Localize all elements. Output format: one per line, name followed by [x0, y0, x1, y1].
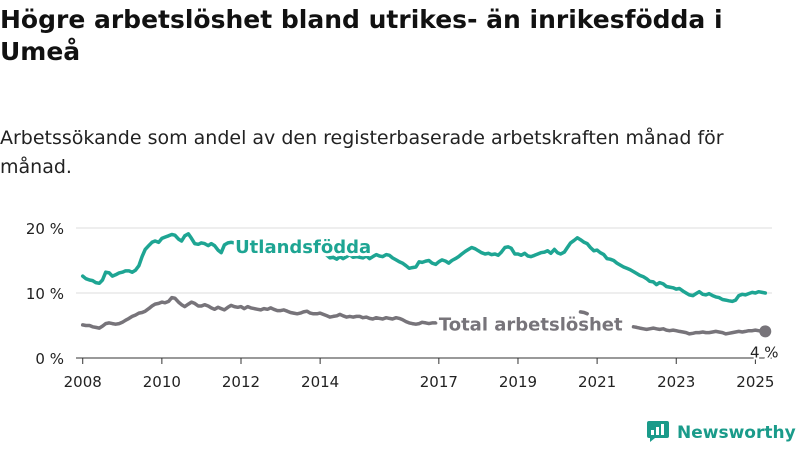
series-label-utlandsfodda: Utlandsfödda [235, 237, 371, 258]
brand-logo[interactable]: Newsworthy [646, 420, 796, 446]
x-tick-label: 2012 [222, 373, 260, 391]
series-labels: Utlandsfödda Total arbetslöshet 4 % [232, 234, 780, 363]
gridlines [76, 227, 772, 359]
x-tick-label: 2023 [657, 373, 695, 391]
chart-subtitle: Arbetssökande som andel av den registerb… [0, 127, 724, 178]
x-tick-label: 2019 [499, 373, 537, 391]
x-tick-label: 2010 [143, 373, 181, 391]
axes: 0 % 10 % 20 % 2008 2010 2012 2014 2017 2019 2021 2… [26, 220, 775, 391]
newsworthy-logo-icon [646, 419, 670, 447]
chart-title: Högre arbetslöshet bland utrikes- än inr… [0, 5, 723, 66]
y-tick-label: 0 % [35, 350, 64, 368]
x-tick-label: 2021 [578, 373, 616, 391]
end-point-marker [759, 325, 772, 338]
x-tick-label: 2014 [301, 373, 339, 391]
x-tick-label: 2017 [420, 373, 458, 391]
x-tick-label: 2008 [64, 373, 102, 391]
series-label-total: Total arbetslöshet [439, 315, 623, 336]
series-lines [80, 232, 768, 336]
brand-name: Newsworthy [677, 423, 796, 443]
x-tick-label: 2025 [736, 373, 774, 391]
series-line-utlandsfodda [80, 232, 768, 304]
y-tick-label: 10 % [26, 285, 64, 303]
end-value-label: 4 % [750, 343, 779, 361]
series-line-total [80, 295, 768, 336]
y-tick-label: 20 % [26, 220, 64, 238]
